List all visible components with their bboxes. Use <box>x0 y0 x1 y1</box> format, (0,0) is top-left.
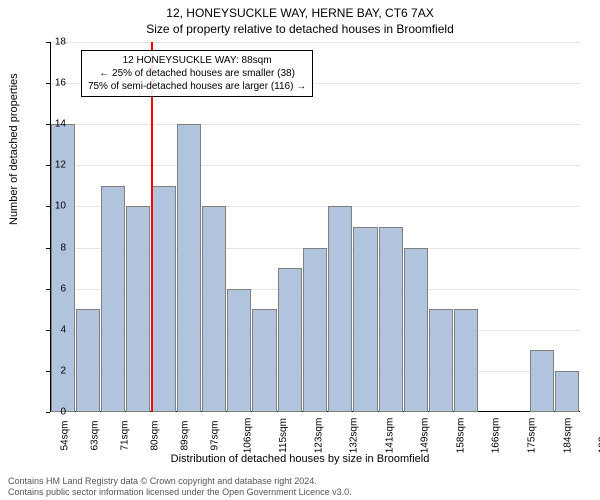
bar <box>429 309 453 412</box>
x-tick-label: 149sqm <box>420 418 431 454</box>
y-axis-label: Number of detached properties <box>8 73 20 225</box>
annotation-line-2: ← 25% of detached houses are smaller (38… <box>88 67 306 80</box>
x-tick-label: 54sqm <box>60 420 71 450</box>
y-tick-label: 14 <box>36 119 66 130</box>
y-tick-label: 16 <box>36 78 66 89</box>
bar <box>454 309 478 412</box>
bar <box>177 124 201 412</box>
annotation-line-3: 75% of semi-detached houses are larger (… <box>88 80 306 93</box>
bar <box>227 289 251 412</box>
x-tick-label: 132sqm <box>348 418 359 454</box>
x-tick-label: 71sqm <box>120 420 131 450</box>
bars-container <box>50 42 580 412</box>
bar <box>151 186 175 412</box>
x-tick-label: 184sqm <box>562 418 573 454</box>
footer-line-1: Contains HM Land Registry data © Crown c… <box>8 476 352 487</box>
x-tick-label: 158sqm <box>455 418 466 454</box>
chart-plot-area: 12 HONEYSUCKLE WAY: 88sqm ← 25% of detac… <box>50 42 580 412</box>
footer-line-2: Contains public sector information licen… <box>8 487 352 498</box>
x-tick-label: 166sqm <box>491 418 502 454</box>
x-tick-label: 80sqm <box>150 420 161 450</box>
title-subtitle: Size of property relative to detached ho… <box>0 22 600 36</box>
title-address: 12, HONEYSUCKLE WAY, HERNE BAY, CT6 7AX <box>0 6 600 20</box>
bar <box>126 206 150 412</box>
y-tick-label: 8 <box>36 242 66 253</box>
property-marker-line <box>151 42 153 412</box>
x-tick-label: 115sqm <box>278 418 289 453</box>
y-tick-label: 12 <box>36 160 66 171</box>
x-tick-label: 141sqm <box>384 418 395 454</box>
x-tick-label: 63sqm <box>90 420 101 450</box>
bar <box>278 268 302 412</box>
bar <box>404 248 428 412</box>
x-labels: 54sqm63sqm71sqm80sqm89sqm97sqm106sqm115s… <box>50 414 580 425</box>
bar <box>530 350 554 412</box>
bar <box>76 309 100 412</box>
y-tick-label: 10 <box>36 201 66 212</box>
annotation-line-1: 12 HONEYSUCKLE WAY: 88sqm <box>88 54 306 67</box>
y-tick-label: 4 <box>36 324 66 335</box>
bar <box>555 371 579 412</box>
bar <box>202 206 226 412</box>
x-tick-label: 106sqm <box>242 418 253 454</box>
annotation-box: 12 HONEYSUCKLE WAY: 88sqm ← 25% of detac… <box>81 50 313 97</box>
x-tick-label: 175sqm <box>526 418 537 454</box>
bar <box>252 309 276 412</box>
bar <box>328 206 352 412</box>
bar <box>303 248 327 412</box>
y-tick-label: 2 <box>36 365 66 376</box>
x-axis-label: Distribution of detached houses by size … <box>0 453 600 465</box>
x-tick-label: 97sqm <box>210 420 221 450</box>
bar <box>353 227 377 412</box>
footer-attribution: Contains HM Land Registry data © Crown c… <box>8 476 352 498</box>
y-tick-label: 6 <box>36 283 66 294</box>
bar <box>101 186 125 412</box>
y-tick-label: 18 <box>36 37 66 48</box>
x-tick-label: 123sqm <box>313 418 324 454</box>
bar <box>379 227 403 412</box>
x-tick-label: 89sqm <box>180 420 191 450</box>
